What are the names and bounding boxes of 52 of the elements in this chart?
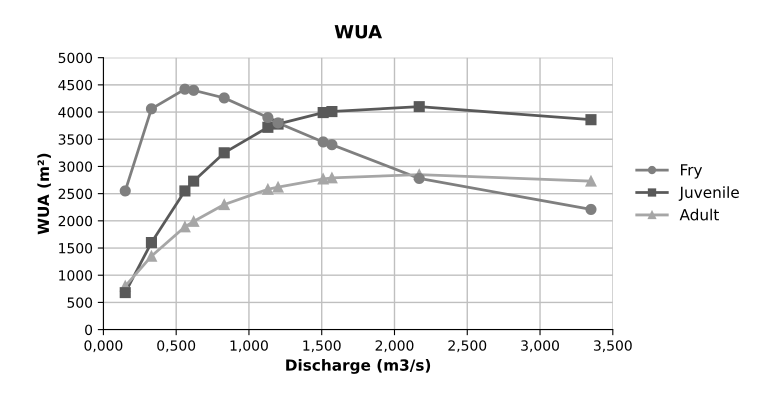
point xyxy=(146,103,157,114)
point xyxy=(188,216,200,227)
y-tick-label: 3000 xyxy=(58,161,92,172)
point xyxy=(188,84,200,96)
x-tick-label: 1,500 xyxy=(303,340,341,352)
point xyxy=(326,139,338,150)
point xyxy=(414,172,425,184)
chart-title: WUA xyxy=(334,25,382,38)
y-tick-label: 4500 xyxy=(58,80,92,90)
y-tick-label: 3500 xyxy=(58,134,92,145)
point xyxy=(120,287,131,298)
point xyxy=(326,106,338,118)
x-tick-label: 0,500 xyxy=(157,340,196,352)
x-axis-title: Discharge (m3/s) xyxy=(286,359,430,374)
y-tick-label: 2500 xyxy=(58,188,92,200)
point xyxy=(179,221,190,232)
point xyxy=(585,114,597,126)
point xyxy=(218,198,230,210)
x-tick-label: 0,000 xyxy=(84,340,122,352)
y-tick-label: 1000 xyxy=(59,270,92,281)
y-tick-label: 2000 xyxy=(58,216,92,226)
y-tick-label: 1500 xyxy=(59,242,92,254)
x-tick-label: 3,000 xyxy=(521,340,559,352)
x-tick-label: 3,500 xyxy=(594,340,632,352)
x-tick-label: 2,500 xyxy=(448,340,486,352)
y-tick-label: 500 xyxy=(68,297,92,308)
point xyxy=(318,173,329,185)
point xyxy=(262,122,274,133)
x-tick-label: 2,000 xyxy=(376,340,414,352)
point xyxy=(188,176,200,187)
y-tick-label: 4000 xyxy=(58,107,92,118)
point xyxy=(262,112,274,124)
point xyxy=(585,176,597,187)
y-tick-label: 5000 xyxy=(58,52,92,64)
point xyxy=(272,182,284,193)
point xyxy=(414,101,425,112)
x-tick-label: 1,000 xyxy=(230,340,268,352)
legend-label: Adult xyxy=(680,208,719,220)
point xyxy=(326,172,338,184)
point xyxy=(262,184,274,195)
point xyxy=(218,92,230,104)
point xyxy=(318,136,329,148)
y-tick-label: 0 xyxy=(85,324,92,336)
y-axis-title: WUA (m²) xyxy=(37,154,51,234)
point xyxy=(179,185,190,196)
point xyxy=(120,185,131,196)
point xyxy=(585,204,597,215)
point xyxy=(146,250,157,262)
point xyxy=(218,147,230,158)
point xyxy=(146,237,157,248)
legend-label: Fry xyxy=(681,164,702,179)
legend-label: Juvenile xyxy=(678,186,739,201)
